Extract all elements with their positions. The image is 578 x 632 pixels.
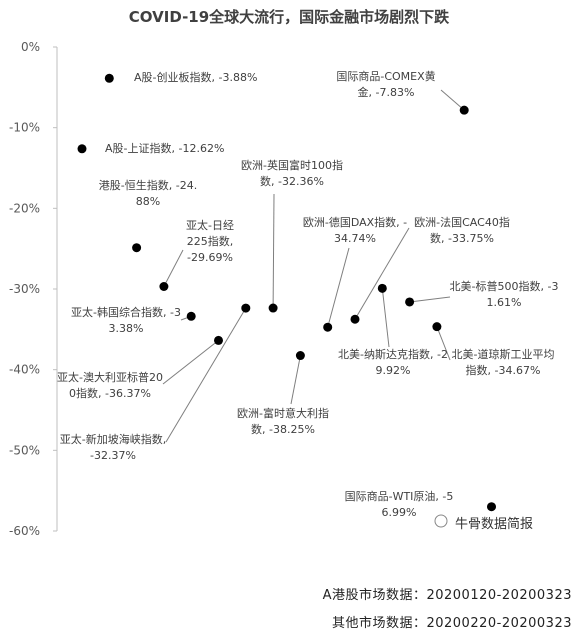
data-point (186, 311, 196, 321)
label-name: 亚太-日经225指数, (186, 219, 234, 248)
data-label: 亚太-澳大利亚标普200指数, -36.37% (54, 370, 166, 402)
label-name: 北美-纳斯达克指数, (338, 348, 434, 361)
label-name: 北美-标普500指数, (449, 280, 544, 293)
data-label: 北美-纳斯达克指数, -29.92% (338, 347, 448, 379)
label-value: -31.61% (486, 280, 559, 309)
label-name: 亚太-澳大利亚标普200指数, (57, 371, 163, 400)
label-value: -29.69% (187, 251, 233, 264)
label-name: 欧洲-英国富时100指数, (241, 159, 343, 188)
y-tick-label: -30% (9, 282, 40, 296)
label-value: -38.25% (269, 423, 315, 436)
label-name: A股-创业板指数, (134, 71, 215, 84)
data-point (104, 73, 114, 83)
leader-line (327, 247, 350, 328)
label-value: -7.83% (375, 86, 415, 99)
data-label: 港股-恒生指数, -24.88% (96, 178, 200, 210)
y-tick-label: 0% (21, 40, 40, 54)
data-label: 欧洲-德国DAX指数, -34.74% (302, 215, 408, 247)
leader-line (440, 89, 465, 111)
leader-line (163, 249, 184, 287)
data-point (323, 322, 333, 332)
data-label: A股-创业板指数, -3.88% (134, 70, 284, 86)
leader-line (436, 326, 451, 361)
label-name: 欧洲-法国CAC40指数, (414, 216, 510, 245)
wechat-icon (434, 514, 448, 528)
leader-line (381, 288, 390, 348)
y-tick-label: -50% (9, 443, 40, 457)
y-tick-label: -10% (9, 121, 40, 135)
label-name: 国际商品-WTI原油, (344, 490, 439, 503)
data-label: 国际商品-COMEX黄金, -7.83% (330, 69, 442, 101)
leader-line (272, 193, 275, 309)
y-tick-label: -60% (9, 524, 40, 538)
label-value: -36.37% (105, 387, 151, 400)
data-point (350, 314, 360, 324)
footnote: 其他市场数据：20200220-20200323 (331, 616, 572, 631)
data-point (77, 144, 87, 154)
leader-line (354, 227, 410, 320)
data-point (241, 303, 251, 313)
label-value: -12.62% (178, 142, 225, 155)
leader-line (290, 355, 301, 405)
chart-title: COVID-19全球大流行，国际金融市场剧烈下跌 (128, 8, 450, 26)
data-point (214, 335, 223, 345)
data-label: 亚太-韩国综合指数, -33.38% (70, 305, 182, 337)
label-value: -34.67% (494, 364, 541, 377)
leader-line (165, 307, 247, 443)
label-value: -32.37% (90, 449, 136, 462)
data-label: 国际商品-WTI原油, -56.99% (342, 489, 456, 521)
data-point (405, 297, 415, 307)
label-name: A股-上证指数, (105, 142, 175, 155)
label-value: -33.38% (108, 306, 181, 335)
label-name: 欧洲-德国DAX指数, (302, 216, 400, 229)
label-value: -33.75% (448, 232, 494, 245)
data-point (487, 502, 496, 512)
label-name: 北美-道琼斯工业平均指数, (451, 348, 555, 377)
data-point (432, 322, 442, 332)
y-tick-label: -40% (9, 363, 40, 377)
label-name: 亚太-韩国综合指数, (71, 306, 167, 319)
label-name: 亚太-新加坡海峡指数, (59, 433, 167, 446)
data-label: 亚太-新加坡海峡指数, -32.37% (58, 432, 168, 464)
data-point (295, 351, 305, 361)
data-label: 北美-道琼斯工业平均指数, -34.67% (448, 347, 558, 379)
footnote: A港股市场数据：20200120-20200323 (322, 588, 572, 603)
data-point (268, 303, 278, 313)
data-point (132, 243, 142, 253)
label-value: -3.88% (218, 71, 258, 84)
leader-line (409, 296, 451, 303)
data-point (459, 105, 469, 115)
data-label: 欧洲-富时意大利指数, -38.25% (230, 406, 336, 438)
data-point (159, 281, 169, 291)
label-value: -34.74% (334, 216, 408, 245)
data-label: 欧洲-英国富时100指数, -32.36% (240, 158, 344, 190)
data-point (377, 283, 387, 293)
label-value: -32.36% (278, 175, 324, 188)
label-value: -29.92% (375, 348, 448, 377)
label-name: 国际商品-COMEX黄金, (336, 70, 436, 99)
label-name: 港股-恒生指数, (98, 179, 173, 192)
data-label: 北美-标普500指数, -31.61% (449, 279, 559, 311)
data-label: 欧洲-法国CAC40指数, -33.75% (410, 215, 514, 247)
label-value: -56.99% (381, 490, 454, 519)
watermark: 牛骨数据简报 (455, 517, 534, 532)
data-label: A股-上证指数, -12.62% (105, 141, 245, 157)
data-label: 亚太-日经225指数, -29.69% (186, 218, 234, 266)
label-value: -24.88% (135, 179, 198, 208)
leader-line (162, 339, 219, 385)
y-tick-label: -20% (9, 201, 40, 215)
label-name: 欧洲-富时意大利指数, (237, 407, 329, 436)
